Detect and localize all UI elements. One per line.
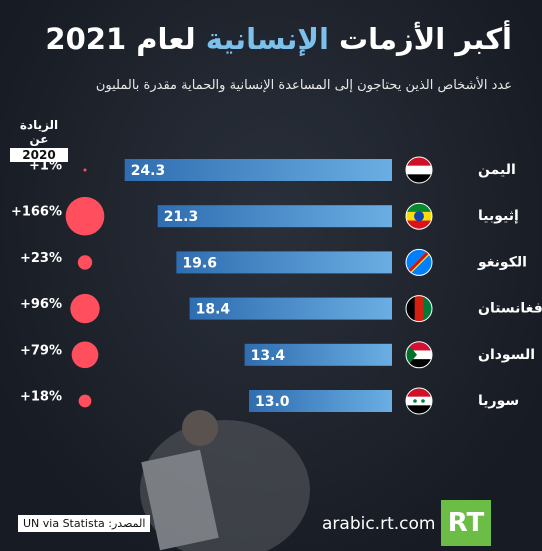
bar <box>189 297 392 320</box>
category-label: اليمن <box>478 162 516 178</box>
bar-value-label: 24.3 <box>131 163 166 179</box>
change-bubble <box>83 168 87 172</box>
chart-title: أكبر الأزمات الإنسانية لعام 2021 <box>45 22 512 56</box>
change-bubble <box>65 196 105 236</box>
flag-body <box>406 157 432 183</box>
category-label: السودان <box>478 347 535 363</box>
change-label: +79% <box>20 343 62 358</box>
flag-body <box>406 249 432 276</box>
flag-stripe <box>406 157 432 167</box>
flag-stripe <box>406 350 432 360</box>
bar <box>176 251 392 274</box>
bar-value-label: 21.3 <box>164 209 199 225</box>
flag-stripe <box>406 174 432 183</box>
category-label: إثيوبيا <box>478 208 519 224</box>
bar-value-label: 13.0 <box>255 394 290 410</box>
flag-stripe <box>406 249 432 259</box>
flag-stripe <box>406 220 432 230</box>
flag-emblem <box>414 211 424 222</box>
title-part: لعام 2021 <box>45 22 196 56</box>
flag-stripe <box>407 250 430 274</box>
bar-value-label: 18.4 <box>196 302 231 318</box>
flag-ring <box>405 202 433 230</box>
source: المصدر: UN via Statista <box>18 515 151 532</box>
flag-ring <box>405 248 433 276</box>
flag-stripe <box>406 295 416 322</box>
flag-star <box>421 399 425 403</box>
flag-ring <box>405 341 433 369</box>
change-bubble <box>77 255 93 270</box>
change-label: +18% <box>20 390 62 405</box>
category-label: الكونغو <box>477 254 527 270</box>
change-header: الزيادة عن 2020 <box>10 118 68 162</box>
website: arabic.rt.com <box>322 514 436 534</box>
flag <box>405 387 433 415</box>
flag <box>405 248 433 276</box>
change-bubble <box>70 293 100 324</box>
category-label: أفغانستان <box>478 299 542 317</box>
flag-stripe <box>406 388 432 398</box>
category-label: سوريا <box>478 393 519 409</box>
flag-stripe <box>406 396 432 406</box>
flag-body <box>406 388 432 414</box>
flag-ring <box>405 156 433 184</box>
flag-star <box>413 399 417 403</box>
flag <box>405 341 433 369</box>
flag-stripe <box>406 359 432 368</box>
change-header-text: الزيادة عن <box>19 118 59 146</box>
bar-value-label: 19.6 <box>182 255 217 271</box>
bar <box>249 390 392 412</box>
flag-stripe <box>414 295 424 322</box>
bar <box>244 343 392 366</box>
flag <box>405 156 433 184</box>
flag-stripe <box>406 165 432 175</box>
change-header-year: 2020 <box>10 148 68 162</box>
title-part: الإنسانية <box>205 22 329 56</box>
flag <box>405 295 433 323</box>
flag-stripe <box>406 266 432 276</box>
bar-value-label: 13.4 <box>251 348 286 364</box>
title-part: أكبر الأزمات <box>339 22 512 56</box>
flag-stripe <box>406 341 432 351</box>
change-bubble <box>78 394 92 408</box>
flag-body <box>406 203 432 230</box>
subtitle: عدد الأشخاص الذين يحتاجون إلى المساعدة ا… <box>95 78 512 93</box>
logo: RT <box>441 500 491 546</box>
change-label: +1% <box>29 159 62 174</box>
flag-ring <box>405 387 433 415</box>
change-bubble <box>71 341 99 369</box>
flag-stripe <box>406 203 432 213</box>
bar <box>157 205 392 228</box>
photo <box>140 410 310 551</box>
change-label: +96% <box>20 297 62 312</box>
flag-body <box>406 295 432 322</box>
change-label: +166% <box>11 205 62 220</box>
flag <box>405 202 433 230</box>
flag-stripe <box>423 295 432 322</box>
flag-body <box>406 341 432 368</box>
flag-ring <box>405 295 433 323</box>
change-label: +23% <box>20 251 62 266</box>
flag-stripe <box>406 405 432 414</box>
bar <box>124 159 392 181</box>
flag-stripe <box>406 341 417 368</box>
